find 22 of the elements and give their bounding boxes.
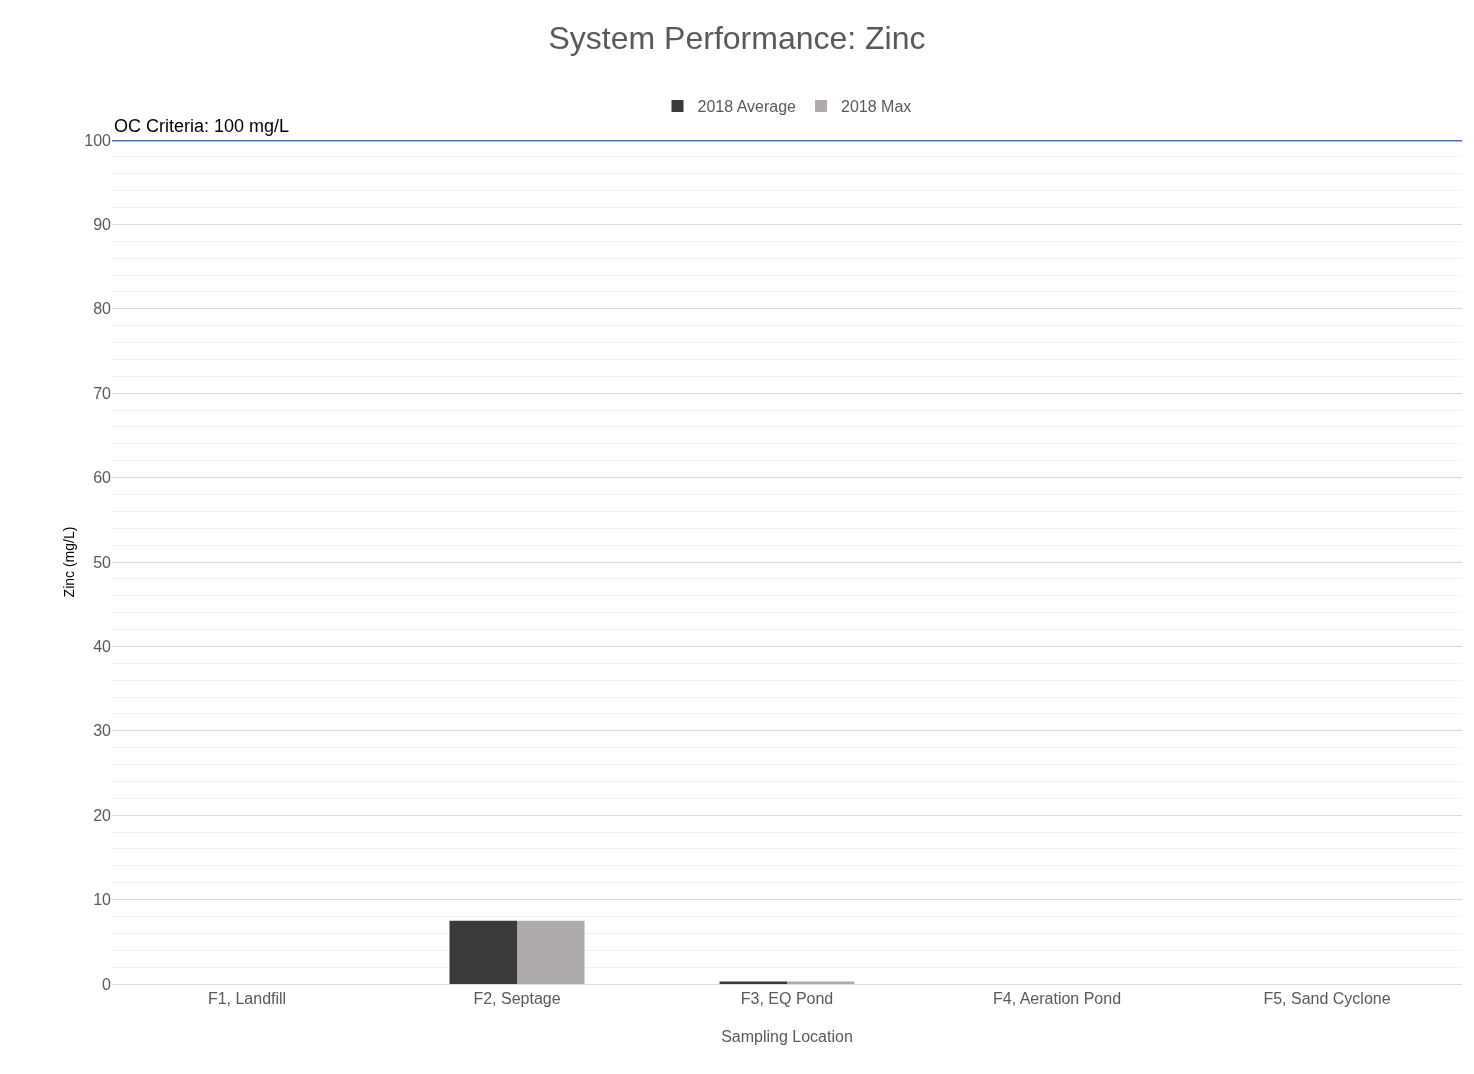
x-tick-label: F1, Landfill <box>207 990 287 1008</box>
y-tick-label: 40 <box>93 638 112 655</box>
y-tick-label: 10 <box>93 891 112 909</box>
y-axis-title: Zinc (mg/L) <box>61 526 77 598</box>
y-tick-label: 70 <box>93 384 112 402</box>
x-tick-label: F3, EQ Pond <box>740 990 834 1008</box>
chart-title: System Performance: Zinc <box>548 20 926 57</box>
ref-line-label: OC Criteria: 100 mg/L <box>114 116 290 136</box>
legend-label: 2018 Max <box>841 98 912 116</box>
y-tick-label: 50 <box>93 553 112 571</box>
y-tick-label: 100 <box>84 131 112 149</box>
y-tick-label: 0 <box>102 975 112 993</box>
x-tick-label: F4, Aeration Pond <box>992 990 1122 1008</box>
x-tick-label: F5, Sand Cyclone <box>1263 990 1391 1008</box>
y-tick-label: 90 <box>93 216 112 233</box>
legend-label: 2018 Average <box>697 98 797 116</box>
y-tick-label: 80 <box>93 300 112 318</box>
y-tick-label: 30 <box>93 722 112 740</box>
x-tick-label: F2, Septage <box>473 990 561 1008</box>
x-axis-title: Sampling Location <box>721 1028 853 1045</box>
y-tick-label: 60 <box>93 469 112 487</box>
y-tick-label: 20 <box>93 806 112 824</box>
